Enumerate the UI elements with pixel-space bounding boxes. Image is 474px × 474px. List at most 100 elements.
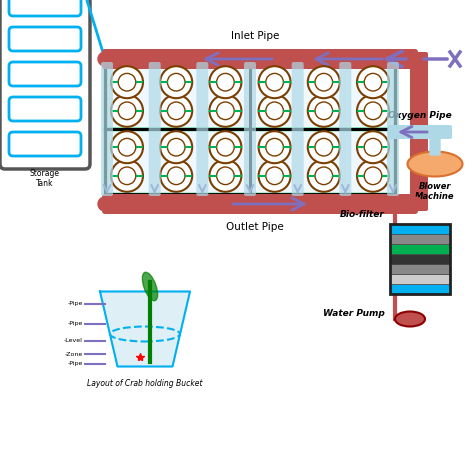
Circle shape	[273, 145, 277, 149]
Bar	[390, 234, 450, 244]
Circle shape	[174, 145, 178, 149]
Circle shape	[315, 73, 333, 91]
Circle shape	[111, 160, 143, 192]
Circle shape	[118, 73, 136, 91]
Circle shape	[167, 102, 185, 119]
Circle shape	[259, 131, 291, 163]
FancyBboxPatch shape	[149, 62, 161, 196]
Circle shape	[364, 138, 382, 156]
Circle shape	[223, 109, 228, 113]
FancyBboxPatch shape	[101, 62, 113, 196]
Bar	[390, 274, 450, 284]
Bar	[390, 224, 450, 294]
FancyBboxPatch shape	[244, 62, 256, 196]
Circle shape	[357, 160, 389, 192]
Circle shape	[111, 95, 143, 127]
Circle shape	[217, 167, 234, 184]
Circle shape	[223, 80, 228, 84]
Circle shape	[357, 131, 389, 163]
Circle shape	[217, 73, 234, 91]
Circle shape	[364, 102, 382, 119]
Circle shape	[315, 138, 333, 156]
Circle shape	[98, 52, 112, 66]
Circle shape	[371, 80, 375, 84]
Circle shape	[273, 80, 277, 84]
Circle shape	[223, 174, 228, 178]
Circle shape	[308, 131, 340, 163]
Circle shape	[371, 174, 375, 178]
FancyBboxPatch shape	[410, 52, 428, 211]
Bar	[390, 264, 450, 274]
Text: Water Pump: Water Pump	[323, 310, 385, 319]
Circle shape	[273, 109, 277, 113]
Circle shape	[210, 95, 241, 127]
Circle shape	[357, 95, 389, 127]
Text: Storage
Tank: Storage Tank	[30, 169, 60, 188]
Bar	[390, 244, 450, 254]
Bar	[250, 129, 395, 194]
Circle shape	[210, 66, 241, 98]
Circle shape	[160, 160, 192, 192]
Circle shape	[322, 174, 326, 178]
Circle shape	[259, 95, 291, 127]
FancyBboxPatch shape	[339, 62, 351, 196]
Circle shape	[364, 167, 382, 184]
FancyBboxPatch shape	[430, 128, 440, 155]
Ellipse shape	[408, 152, 463, 176]
Circle shape	[167, 167, 185, 184]
Circle shape	[174, 174, 178, 178]
FancyBboxPatch shape	[102, 194, 418, 214]
Circle shape	[364, 73, 382, 91]
Circle shape	[217, 102, 234, 119]
Text: Blower
Machine: Blower Machine	[415, 182, 455, 201]
FancyBboxPatch shape	[9, 0, 81, 16]
Circle shape	[118, 102, 136, 119]
Circle shape	[308, 160, 340, 192]
Circle shape	[111, 66, 143, 98]
Bar	[105, 64, 250, 129]
FancyBboxPatch shape	[292, 62, 304, 196]
Circle shape	[217, 138, 234, 156]
Text: Outlet Pipe: Outlet Pipe	[226, 222, 284, 232]
Circle shape	[125, 109, 129, 113]
FancyBboxPatch shape	[9, 97, 81, 121]
FancyBboxPatch shape	[9, 132, 81, 156]
Circle shape	[308, 66, 340, 98]
Circle shape	[160, 95, 192, 127]
Circle shape	[259, 66, 291, 98]
FancyBboxPatch shape	[387, 62, 399, 196]
Bar	[390, 284, 450, 294]
Circle shape	[167, 73, 185, 91]
Bar	[390, 224, 450, 234]
Circle shape	[322, 80, 326, 84]
Bar	[250, 64, 395, 129]
Circle shape	[160, 66, 192, 98]
Circle shape	[125, 80, 129, 84]
Bar	[105, 64, 395, 129]
Circle shape	[322, 109, 326, 113]
FancyBboxPatch shape	[388, 125, 452, 139]
Circle shape	[174, 80, 178, 84]
Text: -Pipe: -Pipe	[68, 321, 83, 327]
Circle shape	[273, 174, 277, 178]
Circle shape	[210, 160, 241, 192]
Text: Oxygen Pipe: Oxygen Pipe	[388, 111, 452, 120]
FancyBboxPatch shape	[0, 0, 90, 169]
Circle shape	[322, 145, 326, 149]
Circle shape	[266, 138, 283, 156]
Text: -Pipe: -Pipe	[68, 362, 83, 366]
Circle shape	[266, 102, 283, 119]
Circle shape	[408, 197, 422, 211]
Text: Inlet Pipe: Inlet Pipe	[231, 31, 279, 41]
Circle shape	[223, 145, 228, 149]
Circle shape	[125, 145, 129, 149]
Circle shape	[125, 174, 129, 178]
Circle shape	[315, 102, 333, 119]
FancyBboxPatch shape	[196, 62, 209, 196]
Circle shape	[98, 197, 112, 211]
Circle shape	[118, 167, 136, 184]
Text: Bio-filter: Bio-filter	[340, 210, 385, 219]
Circle shape	[266, 167, 283, 184]
Ellipse shape	[395, 311, 425, 327]
Circle shape	[259, 160, 291, 192]
